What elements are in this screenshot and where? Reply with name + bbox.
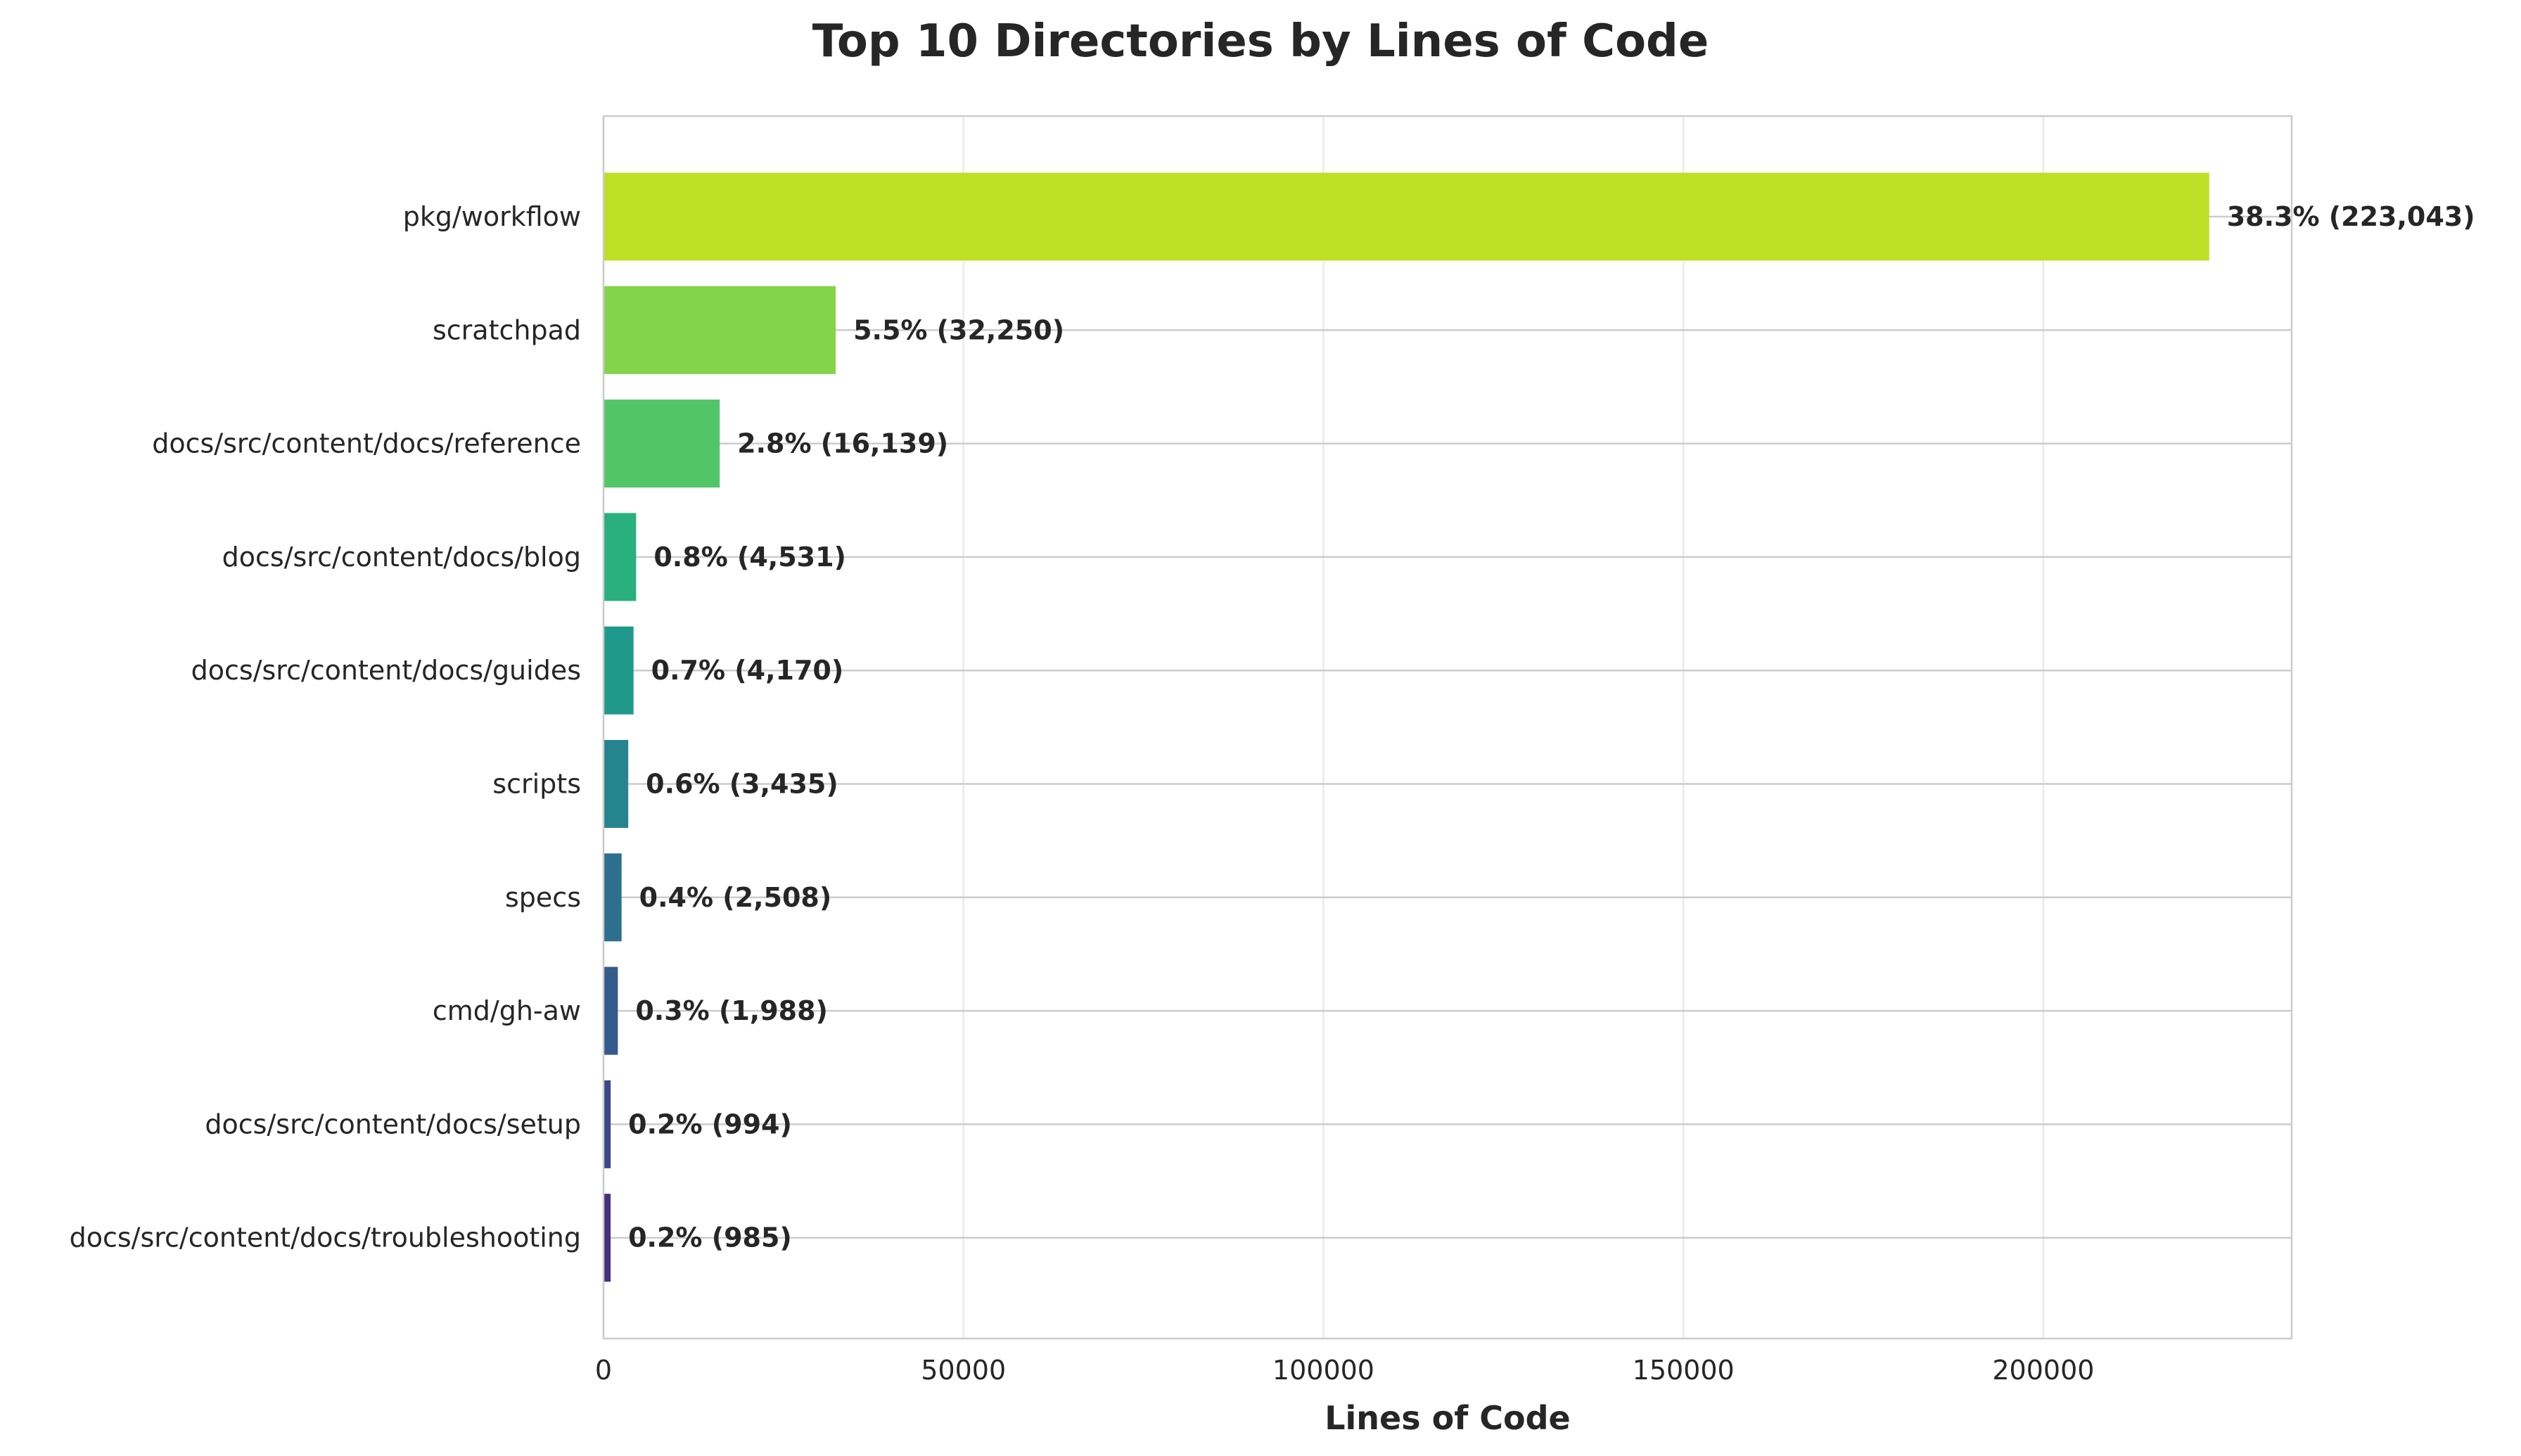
category-label: docs/src/content/docs/reference [152, 428, 581, 459]
x-axis-label: Lines of Code [1325, 1399, 1571, 1437]
bar [604, 966, 618, 1055]
x-tick-label: 100000 [1272, 1355, 1374, 1386]
x-tick-label: 0 [595, 1355, 612, 1386]
x-tick-label: 150000 [1633, 1355, 1735, 1386]
category-labels: pkg/workflow scratchpad docs/src/content/d… [70, 201, 581, 1253]
bar [604, 740, 629, 828]
data-label: 5.5% (32,250) [853, 314, 1064, 345]
category-label: specs [505, 882, 581, 913]
bar [604, 400, 720, 488]
category-label: cmd/gh-aw [433, 995, 581, 1026]
category-label: docs/src/content/docs/blog [222, 542, 581, 573]
data-label: 2.8% (16,139) [737, 428, 948, 459]
data-label: 0.2% (994) [628, 1109, 792, 1139]
bar [604, 172, 2209, 261]
data-label: 0.7% (4,170) [651, 655, 844, 686]
x-tick-label: 200000 [1992, 1355, 2094, 1386]
category-label: pkg/workflow [403, 201, 581, 232]
grid-lines [602, 116, 2292, 1339]
bar [604, 853, 622, 942]
bar [604, 1080, 611, 1168]
bar [604, 626, 634, 715]
x-tick-label: 50000 [921, 1355, 1006, 1386]
data-label: 0.8% (4,531) [653, 542, 846, 573]
bars [604, 172, 2209, 1282]
data-label: 0.2% (985) [628, 1222, 792, 1253]
category-label: docs/src/content/docs/troubleshooting [70, 1222, 581, 1253]
bar [604, 286, 836, 374]
category-label: scripts [492, 769, 581, 800]
data-label: 0.4% (2,508) [639, 882, 832, 913]
data-labels: 38.3% (223,043) 5.5% (32,250) 2.8% (16,139… [628, 201, 2475, 1253]
category-label: scratchpad [433, 314, 581, 345]
plot-frame [602, 115, 2293, 1340]
bar [604, 513, 637, 601]
data-label: 0.3% (1,988) [635, 995, 828, 1026]
x-tick-labels: 0 50000 100000 150000 200000 [595, 1355, 2095, 1386]
plot-border [602, 115, 2293, 1340]
category-label: docs/src/content/docs/guides [191, 655, 581, 686]
data-label: 0.6% (3,435) [646, 769, 838, 800]
data-label: 38.3% (223,043) [2227, 201, 2475, 232]
bar [604, 1194, 611, 1282]
category-label: docs/src/content/docs/setup [205, 1109, 581, 1139]
chart-title: Top 10 Directories by Lines of Code [812, 15, 1709, 68]
